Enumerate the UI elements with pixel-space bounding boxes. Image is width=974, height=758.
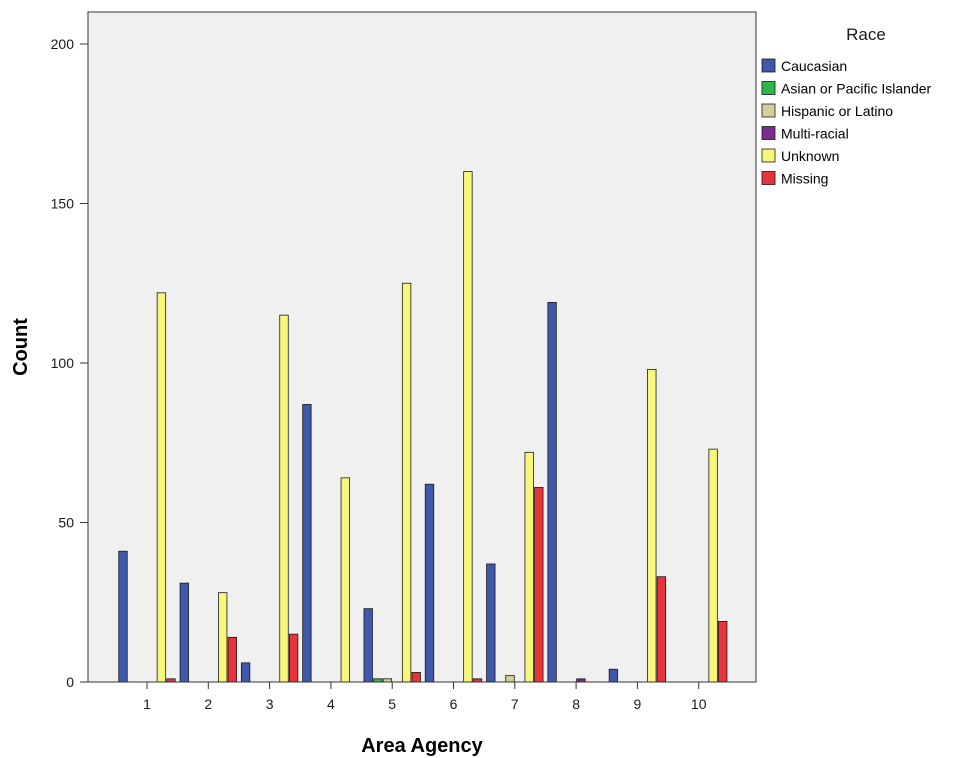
bar-unknown-6 (463, 171, 473, 683)
legend-swatch-caucasian (761, 58, 776, 73)
x-tick-label: 7 (511, 696, 519, 712)
bar-missing-10 (718, 620, 728, 683)
legend-label: Missing (781, 171, 828, 187)
bar-caucasian-9 (608, 668, 619, 683)
bar-missing-2 (227, 636, 237, 683)
legend-swatch-unknown (761, 148, 776, 163)
bar-unknown-7 (524, 451, 534, 683)
legend-title: Race (846, 25, 886, 44)
x-tick-label: 4 (327, 696, 335, 712)
bar-caucasian-6 (424, 483, 435, 683)
x-axis-title: Area Agency (361, 735, 483, 757)
bar-caucasian-8 (547, 301, 557, 683)
bar-missing-3 (288, 633, 299, 683)
bar-missing-9 (656, 576, 667, 683)
bar-unknown-2 (218, 592, 228, 683)
y-tick-label: 0 (66, 674, 74, 690)
legend-swatch-hispanic-or-latino (761, 103, 776, 118)
bar-caucasian-2 (179, 582, 189, 683)
legend: Caucasian Asian or Pacific Islander Hispan… (761, 58, 932, 187)
legend-label: Asian or Pacific Islander (781, 81, 932, 97)
x-tick-label: 8 (572, 696, 580, 712)
y-axis: 0 50 100 150 200 (51, 36, 88, 690)
plot-area (87, 11, 757, 683)
bar-caucasian-3 (240, 662, 251, 683)
x-tick-label: 6 (450, 696, 458, 712)
x-tick-label: 5 (388, 696, 396, 712)
x-tick-label: 3 (266, 696, 274, 712)
bar-unknown-3 (279, 314, 289, 683)
bar-caucasian-5 (363, 608, 373, 683)
bar-missing-7 (534, 487, 544, 683)
y-tick-label: 150 (51, 196, 75, 212)
bars (118, 171, 728, 683)
bar-caucasian-1 (118, 550, 128, 683)
x-tick-label: 9 (634, 696, 642, 712)
bar-caucasian-4 (302, 404, 312, 683)
legend-label: Unknown (781, 148, 839, 164)
bar-unknown-5 (401, 282, 412, 683)
x-tick-label: 2 (204, 696, 212, 712)
y-tick-label: 100 (51, 355, 75, 371)
x-axis: 1 2 3 4 5 6 7 8 9 10 (143, 682, 707, 712)
bar-unknown-1 (156, 292, 167, 683)
legend-label: Hispanic or Latino (781, 103, 893, 119)
bar-hispanic-or-latino-7 (505, 675, 515, 683)
legend-label: Caucasian (781, 58, 847, 74)
legend-swatch-missing (761, 171, 776, 185)
legend-swatch-asian-or-pacific-islander (761, 81, 776, 95)
bar-caucasian-7 (486, 563, 496, 683)
legend-swatch-multi-racial (761, 126, 776, 140)
bar-unknown-9 (647, 368, 657, 683)
bar-unknown-4 (340, 477, 350, 683)
legend-label: Multi-racial (781, 126, 849, 142)
bar-unknown-10 (708, 448, 718, 683)
x-tick-label: 10 (691, 696, 707, 712)
y-tick-label: 200 (51, 36, 75, 52)
bar-missing-5 (411, 672, 421, 683)
x-tick-label: 1 (143, 696, 151, 712)
y-axis-title: Count (10, 318, 32, 376)
y-tick-label: 50 (58, 515, 74, 531)
